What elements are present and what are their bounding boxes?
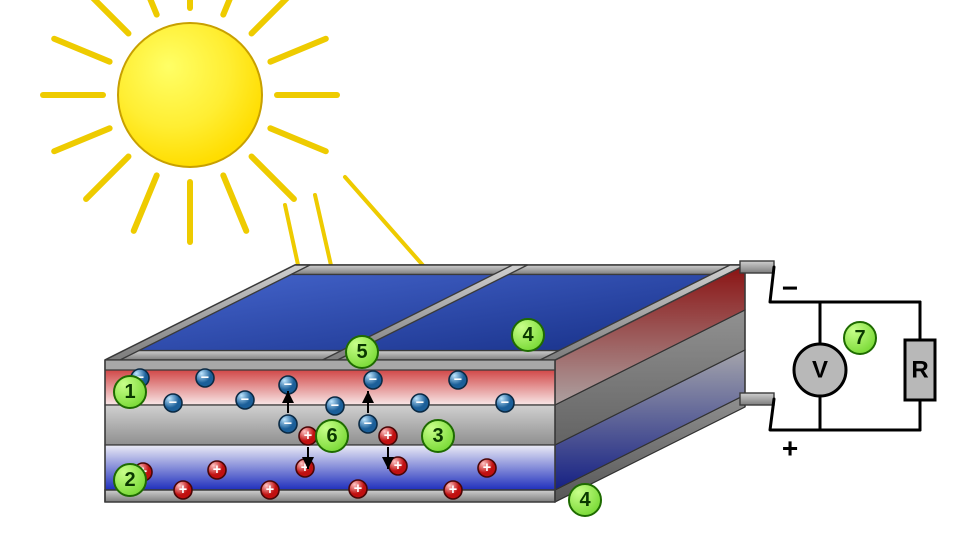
badge-number: 6 — [326, 425, 337, 447]
sun-ray — [252, 0, 294, 33]
badge: 4 — [569, 484, 601, 516]
svg-text:−: − — [241, 392, 249, 408]
sun-ray — [134, 0, 157, 15]
badge-number: 3 — [432, 425, 443, 447]
sun-disc — [118, 23, 262, 167]
badge: 4 — [512, 319, 544, 351]
svg-text:+: + — [304, 428, 312, 444]
svg-text:−: − — [331, 398, 339, 414]
terminal-minus: − — [782, 273, 798, 304]
hole: + — [261, 481, 279, 499]
svg-text:−: − — [501, 395, 509, 411]
electron: − — [359, 415, 377, 433]
sun-ray — [252, 157, 294, 199]
hole: + — [379, 427, 397, 445]
hole: + — [444, 481, 462, 499]
svg-text:−: − — [364, 416, 372, 432]
svg-text:+: + — [449, 482, 457, 498]
svg-text:+: + — [354, 481, 362, 497]
sun-ray — [270, 128, 325, 151]
resistor-label: R — [911, 357, 928, 384]
electron: − — [449, 371, 467, 389]
electron: − — [411, 394, 429, 412]
badge-number: 4 — [579, 489, 591, 511]
sun-ray — [54, 39, 109, 62]
badge-number: 5 — [356, 341, 367, 363]
electron: − — [196, 369, 214, 387]
badge-number: 1 — [124, 381, 135, 403]
sun-ray — [223, 175, 246, 230]
bottom-contact — [105, 490, 555, 502]
voltmeter-label: V — [812, 357, 828, 384]
badge-number: 4 — [522, 324, 534, 346]
sun-ray — [86, 0, 128, 33]
svg-text:+: + — [483, 460, 491, 476]
svg-text:+: + — [384, 428, 392, 444]
hole: + — [296, 459, 314, 477]
badge: 2 — [114, 464, 146, 496]
electron: − — [364, 371, 382, 389]
svg-text:−: − — [284, 416, 292, 432]
terminal-plus: + — [782, 433, 798, 464]
svg-text:+: + — [213, 462, 221, 478]
badge-number: 7 — [854, 327, 865, 349]
electron: − — [326, 397, 344, 415]
svg-text:−: − — [369, 372, 377, 388]
badge: 5 — [346, 336, 378, 368]
external-circuit: V R − + — [770, 267, 935, 464]
electron: − — [236, 391, 254, 409]
svg-text:−: − — [284, 377, 292, 393]
badge: 1 — [114, 376, 146, 408]
badge-number: 2 — [124, 469, 135, 491]
badge: 3 — [422, 420, 454, 452]
hole: + — [478, 459, 496, 477]
hole: + — [174, 481, 192, 499]
electron: − — [279, 415, 297, 433]
hole: + — [349, 480, 367, 498]
sun-ray — [86, 157, 128, 199]
electron: − — [164, 394, 182, 412]
hole: + — [389, 457, 407, 475]
svg-text:−: − — [454, 372, 462, 388]
badge: 6 — [316, 420, 348, 452]
sun-ray — [270, 39, 325, 62]
hole: + — [299, 427, 317, 445]
svg-text:+: + — [266, 482, 274, 498]
sun-ray — [223, 0, 246, 15]
hole: + — [208, 461, 226, 479]
sun-ray — [54, 128, 109, 151]
badge: 7 — [844, 322, 876, 354]
svg-text:−: − — [416, 395, 424, 411]
svg-text:−: − — [201, 370, 209, 386]
sun-ray — [134, 175, 157, 230]
svg-text:+: + — [179, 482, 187, 498]
svg-text:−: − — [169, 395, 177, 411]
electron: − — [496, 394, 514, 412]
svg-text:+: + — [394, 458, 402, 474]
